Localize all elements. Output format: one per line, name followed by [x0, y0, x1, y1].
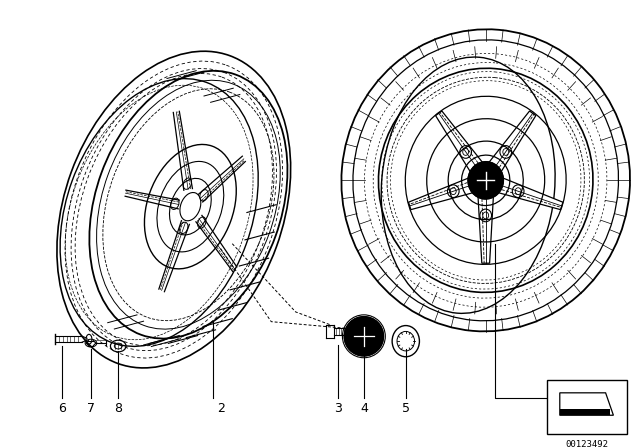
Text: 5: 5: [402, 401, 410, 414]
Polygon shape: [488, 111, 536, 173]
Polygon shape: [496, 177, 563, 210]
Text: 4: 4: [360, 401, 368, 414]
Text: 3: 3: [333, 401, 342, 414]
Text: 8: 8: [114, 401, 122, 414]
Polygon shape: [560, 409, 611, 415]
Text: 6: 6: [58, 401, 66, 414]
Text: 2: 2: [216, 401, 225, 414]
Polygon shape: [436, 111, 484, 173]
Text: 1: 1: [555, 401, 563, 414]
Ellipse shape: [468, 162, 503, 199]
Polygon shape: [408, 177, 475, 210]
Polygon shape: [547, 380, 627, 434]
Text: 7: 7: [87, 401, 95, 414]
Polygon shape: [478, 194, 493, 263]
Ellipse shape: [344, 317, 383, 356]
Polygon shape: [560, 393, 613, 415]
Text: 00123492: 00123492: [566, 439, 609, 448]
